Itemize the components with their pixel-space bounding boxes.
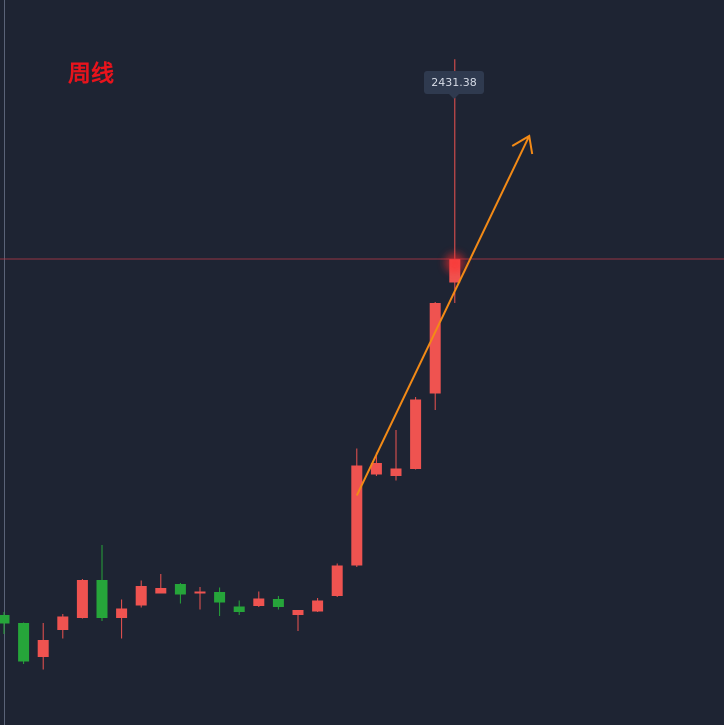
candle-body [390, 468, 402, 476]
candle-body [429, 303, 441, 394]
candle [292, 610, 304, 631]
candle [57, 614, 69, 639]
candle-body [214, 592, 226, 603]
candle [155, 574, 167, 594]
candle-body [37, 640, 49, 657]
candle-body [76, 580, 88, 618]
candle-body [370, 463, 382, 475]
candle [312, 598, 324, 612]
price-tooltip: 2431.38 [424, 71, 484, 94]
candle [0, 612, 10, 634]
candle-body [135, 586, 147, 606]
period-label: 周线 [68, 61, 114, 87]
candle-body [331, 565, 343, 596]
candle-body [351, 465, 363, 566]
candle [96, 545, 108, 621]
candle-body [312, 600, 324, 612]
candle [233, 600, 245, 615]
candle [272, 596, 284, 610]
candle-body [57, 616, 69, 630]
candles-layer [0, 59, 461, 670]
candle [214, 587, 226, 616]
candle [429, 302, 441, 410]
candle [253, 591, 265, 607]
candle-body [253, 598, 265, 606]
candle [18, 622, 30, 664]
candle [76, 579, 88, 619]
candle-body [194, 591, 206, 594]
highlight-glow [444, 253, 465, 273]
trend-arrow [355, 134, 534, 496]
candle [390, 430, 402, 481]
candle-body [0, 615, 10, 624]
candle [410, 397, 422, 470]
candle [135, 580, 147, 608]
trend-arrow-head [511, 134, 534, 155]
candle-body [292, 610, 304, 615]
candle-body [272, 599, 284, 607]
candle [194, 587, 206, 610]
candle [37, 623, 49, 670]
candle-body [233, 606, 245, 612]
candle [331, 563, 343, 597]
candle-body [96, 580, 108, 618]
trend-arrow-shaft [355, 135, 531, 496]
candle-body [410, 399, 422, 469]
candle [174, 583, 186, 604]
candle-body [174, 584, 186, 595]
candle [116, 599, 128, 639]
price-tooltip-pointer [449, 94, 459, 99]
candle-body [155, 588, 167, 594]
candle-body [116, 608, 128, 618]
candle [351, 448, 363, 567]
candle-body [18, 623, 30, 662]
